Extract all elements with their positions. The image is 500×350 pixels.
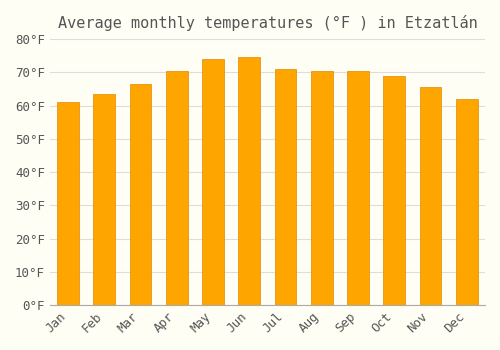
Bar xyxy=(311,71,332,305)
Bar xyxy=(347,71,369,305)
Bar xyxy=(57,102,79,305)
Bar xyxy=(420,87,442,305)
Title: Average monthly temperatures (°F ) in Etzatlán: Average monthly temperatures (°F ) in Et… xyxy=(58,15,478,31)
Bar xyxy=(238,57,260,305)
Bar xyxy=(456,99,477,305)
Bar xyxy=(202,59,224,305)
Bar xyxy=(166,71,188,305)
Bar xyxy=(130,84,152,305)
Bar xyxy=(384,76,405,305)
Bar xyxy=(94,94,115,305)
Bar xyxy=(274,69,296,305)
